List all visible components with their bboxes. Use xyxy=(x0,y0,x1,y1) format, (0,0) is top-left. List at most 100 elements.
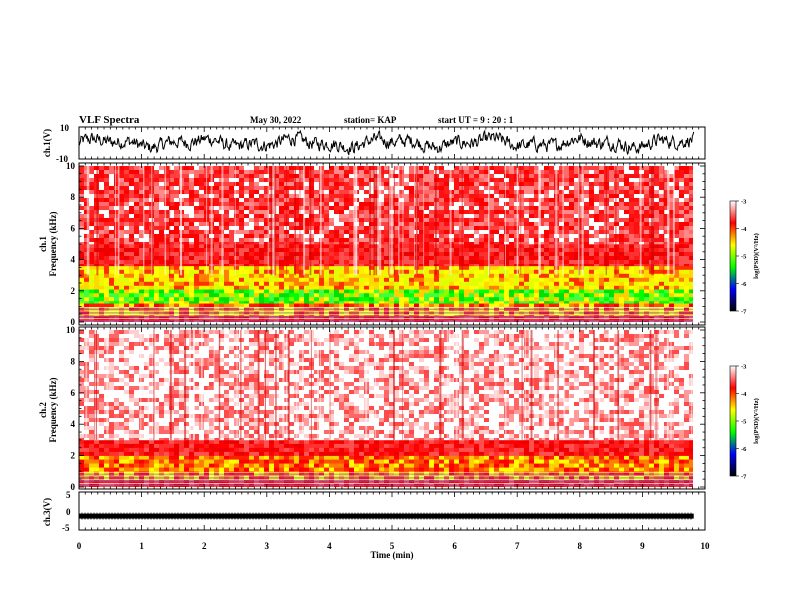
spectrogram-cell xyxy=(664,252,670,257)
spectrogram-cell xyxy=(289,198,295,203)
spectrogram-cell xyxy=(289,285,295,290)
spectrogram-cell xyxy=(534,230,540,235)
spectrogram-cell xyxy=(664,174,670,179)
spectrogram-cell xyxy=(169,273,175,279)
spectrogram-cell xyxy=(649,315,655,321)
spectrogram-cell xyxy=(104,194,110,199)
spectrogram-cell xyxy=(409,315,415,317)
spectrogram-cell xyxy=(669,178,675,183)
spectrogram-cell xyxy=(459,315,465,317)
spectrogram-cell xyxy=(634,311,640,316)
spectrogram-cell xyxy=(299,194,305,199)
spectrogram-cell xyxy=(614,210,620,215)
spectrogram-cell xyxy=(159,281,165,287)
spectrogram-cell xyxy=(274,277,280,283)
spectrogram-cell xyxy=(154,244,160,249)
spectrogram-cell xyxy=(599,210,605,215)
spectrogram-cell xyxy=(639,210,645,215)
spectrogram-cell xyxy=(189,311,195,316)
spectrogram-cell xyxy=(649,277,655,283)
spectrogram-cell xyxy=(369,206,375,211)
spectrogram-cell xyxy=(394,222,400,227)
spectrogram-cell xyxy=(599,170,605,175)
spectrogram-cell xyxy=(534,190,540,195)
spectrogram-cell xyxy=(374,289,380,294)
spectrogram-cell xyxy=(664,301,670,304)
spectrogram-cell xyxy=(159,297,165,302)
spectrogram-cell xyxy=(459,303,465,308)
spectrogram-cell xyxy=(234,269,240,275)
spectrogram-cell xyxy=(594,273,600,279)
spectrogram-cell xyxy=(449,297,455,302)
spectrogram-cell xyxy=(519,248,525,253)
spectrogram-cell xyxy=(139,190,145,195)
spectrogram-cell xyxy=(494,289,500,294)
spectrogram-cell xyxy=(184,210,190,215)
spectrogram-cell xyxy=(534,178,540,183)
spectrogram-cell xyxy=(499,319,505,322)
spectrogram-cell xyxy=(409,301,415,304)
spectrogram-cell xyxy=(464,218,470,223)
spectrogram-cell xyxy=(199,210,205,215)
spectrogram-cell xyxy=(609,264,615,267)
spectrogram-cell xyxy=(474,289,480,294)
spectrogram-cell xyxy=(469,182,475,187)
spectrogram-cell xyxy=(564,315,570,321)
spectrogram-cell xyxy=(419,218,425,223)
spectrogram-cell xyxy=(584,182,590,187)
spectrogram-cell xyxy=(639,218,645,223)
spectrogram-cell xyxy=(609,182,615,187)
spectrogram-cell xyxy=(239,311,245,316)
spectrogram-cell xyxy=(124,293,130,298)
spectrogram-cell xyxy=(244,170,250,175)
spectrogram-cell xyxy=(524,206,530,211)
spectrogram-cell xyxy=(549,244,555,249)
spectrogram-cell xyxy=(464,230,470,235)
spectrogram-cell xyxy=(169,252,175,257)
spectrogram-cell xyxy=(644,226,650,231)
spectrogram-cell xyxy=(294,289,300,294)
spectrogram-cell xyxy=(234,210,240,215)
spectrogram-cell xyxy=(289,252,295,257)
spectrogram-cell xyxy=(189,202,195,207)
spectrogram-cell xyxy=(234,256,240,261)
spectrogram-cell xyxy=(229,198,235,203)
spectrogram-cell xyxy=(544,186,550,191)
spectrogram-cell xyxy=(659,226,665,231)
spectrogram-cell xyxy=(134,319,140,322)
spectrogram-cell xyxy=(239,293,245,298)
spectrogram-cell xyxy=(529,265,535,271)
spectrogram-cell xyxy=(584,198,590,203)
spectrogram-cell xyxy=(564,214,570,219)
spectrogram-cell xyxy=(549,214,555,219)
spectrogram-cell xyxy=(329,218,335,223)
spectrogram-cell xyxy=(344,210,350,215)
spectrogram-cell xyxy=(324,315,330,317)
spectrogram-cell xyxy=(129,315,135,317)
spectrogram-cell xyxy=(644,244,650,249)
spectrogram-cell xyxy=(154,301,160,304)
spectrogram-cell xyxy=(449,194,455,199)
spectrogram-cell xyxy=(124,190,130,195)
spectrogram-cell xyxy=(174,315,180,321)
spectrogram-cell xyxy=(604,293,610,298)
spectrogram-cell xyxy=(569,230,575,235)
spectrogram-cell xyxy=(384,186,390,191)
spectrogram-cell xyxy=(679,222,685,227)
spectrogram-cell xyxy=(119,315,125,317)
spectrogram-cell xyxy=(464,190,470,195)
spectrogram-cell xyxy=(109,214,115,219)
spectrogram-cell xyxy=(314,256,320,261)
spectrogram-cell xyxy=(659,214,665,219)
spectrogram-cell xyxy=(424,194,430,199)
spectrogram-cell xyxy=(609,190,615,195)
spectrogram-cell xyxy=(104,226,110,231)
spectrogram-cell xyxy=(514,315,520,317)
spectrogram-cell xyxy=(244,301,250,304)
spectrogram-cell xyxy=(349,269,355,275)
spectrogram-cell xyxy=(309,194,315,199)
spectrogram-cell xyxy=(464,252,470,257)
spectrogram-cell xyxy=(524,248,530,253)
spectrogram-cell xyxy=(214,297,220,302)
spectrogram-cell xyxy=(519,178,525,183)
